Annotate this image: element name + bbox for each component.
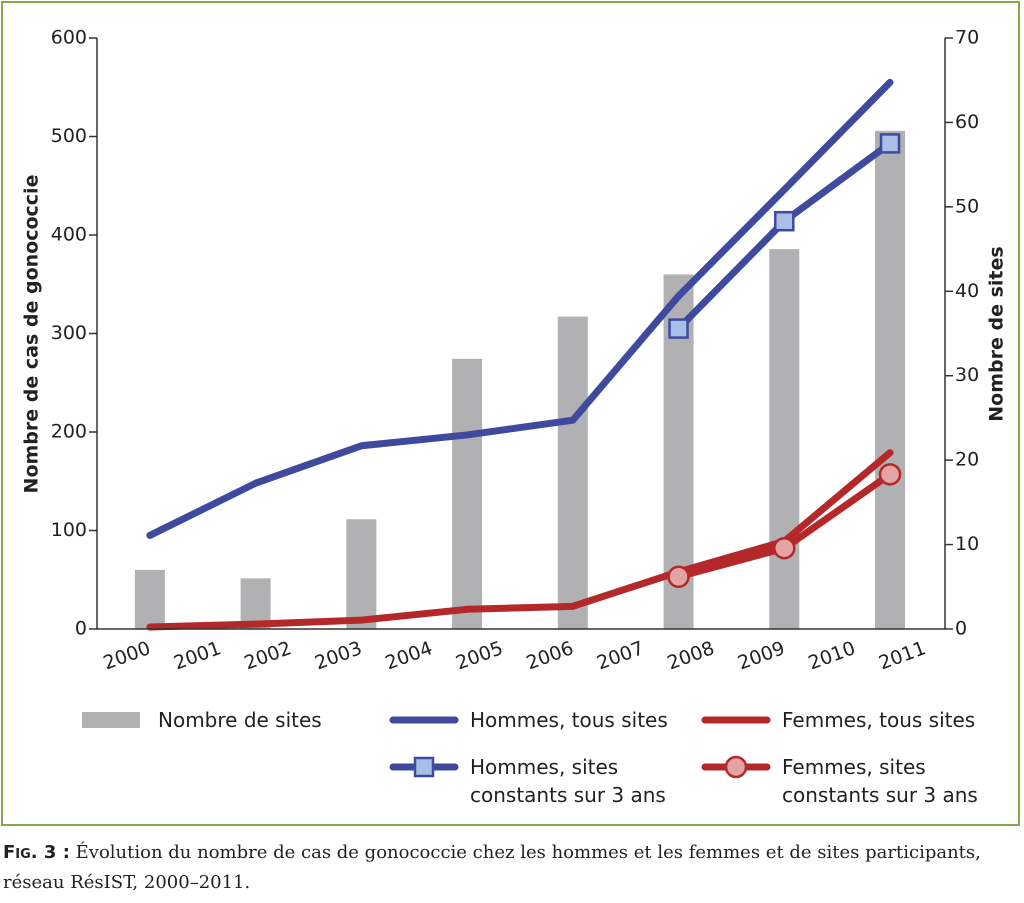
- y2-tick-label: 60: [955, 111, 979, 133]
- y-tick-label: 300: [51, 322, 87, 344]
- legend-label: Femmes, sites constants sur 3 ans: [782, 755, 978, 807]
- marker: [774, 210, 795, 232]
- y2-axis-title: Nombre de sites: [986, 246, 1008, 421]
- y2-tick-label: 70: [955, 27, 979, 49]
- chart-frame: [1, 1, 1020, 826]
- legend-label: Hommes, sites constants sur 3 ans: [470, 755, 666, 807]
- marker: [878, 463, 902, 486]
- x-tick-label: 2011: [876, 637, 929, 674]
- x-tick-label: 2005: [453, 637, 506, 674]
- y-tick-label: 0: [75, 618, 87, 640]
- y2-tick-label: 20: [955, 449, 979, 471]
- x-tick-label: 2001: [171, 637, 224, 674]
- line: [146, 449, 894, 631]
- x-tick-label: 2006: [523, 637, 576, 674]
- marker: [413, 756, 435, 778]
- caption: Fig. 3 : Évolution du nombre de cas de g…: [3, 838, 1023, 898]
- x-tick-label: 2010: [805, 637, 858, 674]
- bar: [769, 249, 800, 630]
- x-tick-label: 2002: [241, 637, 294, 674]
- bar: [557, 316, 588, 629]
- y-tick-label: 400: [51, 224, 87, 246]
- y-tick-label: 100: [51, 519, 87, 541]
- y2-tick-label: 0: [955, 618, 967, 640]
- marker: [667, 565, 690, 589]
- bar: [134, 569, 165, 629]
- bar: [875, 130, 906, 629]
- legend-swatch: [389, 756, 459, 778]
- legend-swatch: [701, 755, 771, 779]
- y-tick-label: 600: [51, 27, 87, 49]
- legend-label: Hommes, tous sites: [470, 708, 668, 732]
- x-tick-label: 2007: [594, 637, 647, 674]
- chart: Nombre de cas de gonococcie Nombre de si…: [21, 27, 1008, 779]
- marker: [879, 133, 901, 154]
- x-tick-label: 2009: [735, 637, 788, 674]
- bar: [346, 519, 377, 629]
- y2-tick-label: 40: [955, 280, 979, 302]
- x-tick-label: 2000: [100, 637, 153, 674]
- y-tick-label: 200: [51, 421, 87, 443]
- y-tick-label: 500: [51, 125, 87, 147]
- marker: [724, 755, 748, 779]
- legend-swatch: [82, 712, 140, 728]
- y2-tick-label: 50: [955, 195, 979, 217]
- bar: [452, 358, 483, 629]
- x-tick-label: 2003: [312, 637, 365, 674]
- caption-text: Évolution du nombre de cas de gonococcie…: [3, 842, 981, 893]
- line: [146, 78, 894, 539]
- marker: [668, 318, 689, 339]
- marker: [773, 536, 796, 560]
- x-tick-label: 2008: [664, 637, 717, 674]
- legend-swatch-bar: [82, 712, 140, 728]
- legend-label: Nombre de sites: [158, 708, 322, 732]
- y2-tick-label: 30: [955, 364, 979, 386]
- x-tick-label: 2004: [382, 637, 435, 674]
- caption-label: Fig. 3 :: [3, 842, 70, 863]
- y2-tick-label: 10: [955, 533, 979, 555]
- y-axis-title: Nombre de cas de gonococcie: [21, 175, 43, 494]
- legend-label: Femmes, tous sites: [782, 708, 976, 732]
